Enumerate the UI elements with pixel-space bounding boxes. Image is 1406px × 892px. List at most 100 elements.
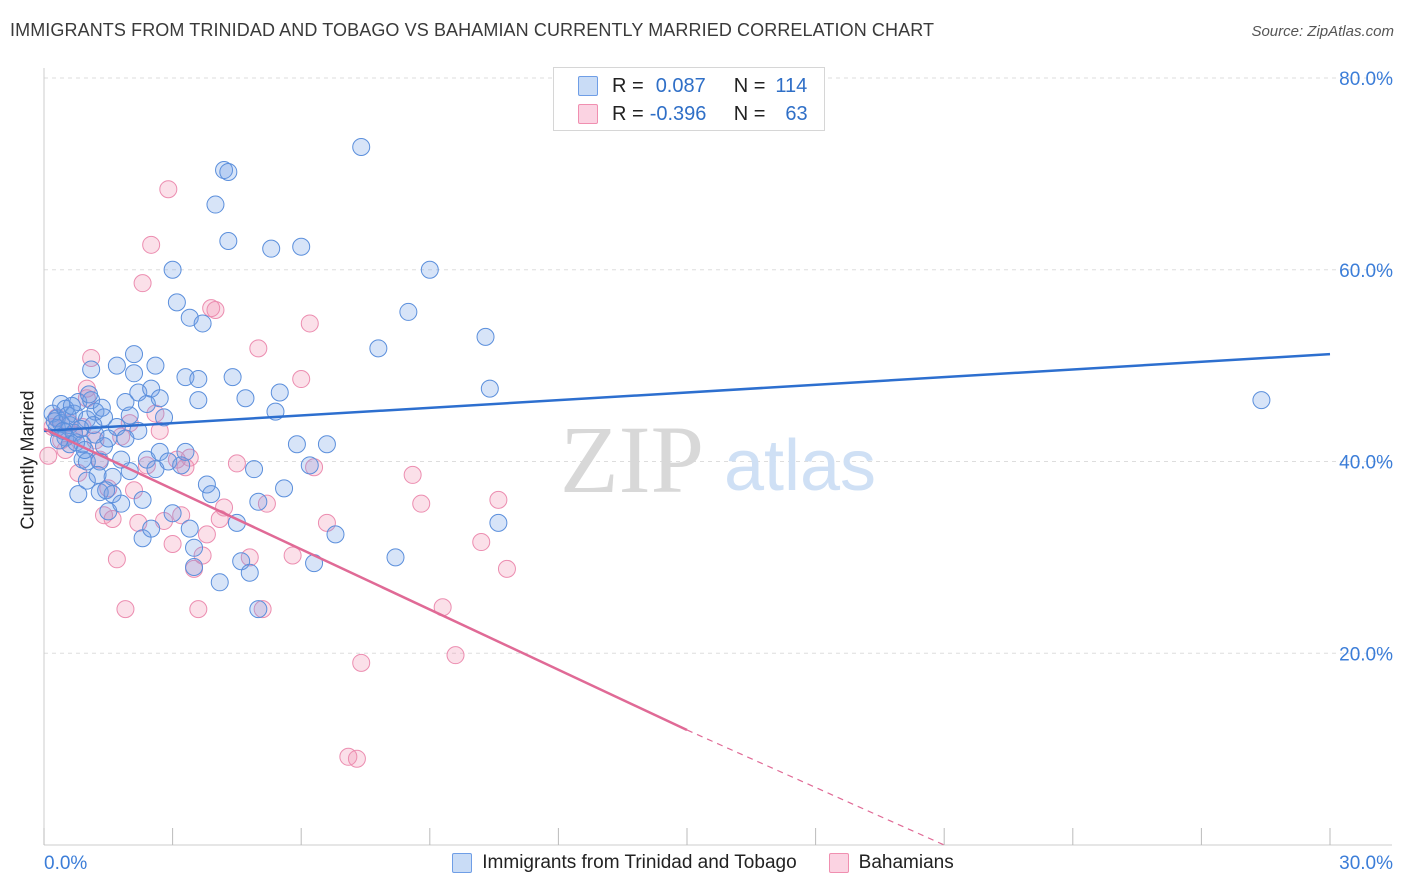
data-point-trinidad-tobago — [189, 391, 208, 410]
data-point-trinidad-tobago — [249, 600, 268, 619]
data-point-trinidad-tobago — [317, 435, 336, 454]
data-point-trinidad-tobago — [223, 368, 242, 387]
data-point-trinidad-tobago — [167, 293, 186, 312]
data-point-trinidad-tobago — [120, 406, 139, 425]
data-point-trinidad-tobago — [163, 504, 182, 523]
data-point-trinidad-tobago — [480, 379, 499, 398]
data-point-trinidad-tobago — [369, 339, 388, 358]
legend-swatch-pink — [578, 104, 598, 124]
data-point-trinidad-tobago — [62, 396, 81, 415]
legend-n-label: N = — [733, 102, 766, 125]
data-point-trinidad-tobago — [197, 475, 216, 494]
data-point-trinidad-tobago — [88, 465, 107, 484]
data-point-bahamians — [227, 454, 246, 473]
watermark: ZIP atlas — [560, 406, 876, 513]
legend-row-pink: R = -0.396 N = 63 — [578, 101, 808, 127]
data-point-bahamians — [253, 600, 272, 619]
data-point-bahamians — [133, 274, 152, 293]
legend-item-bahamians: Bahamians — [828, 852, 954, 874]
series-legend: Immigrants from Trinidad and Tobago Baha… — [0, 852, 1406, 874]
data-point-bahamians — [446, 646, 465, 665]
data-point-trinidad-tobago — [180, 519, 199, 538]
data-point-trinidad-tobago — [116, 393, 135, 412]
trend-lines — [43, 352, 1331, 846]
data-point-trinidad-tobago — [163, 260, 182, 279]
data-point-trinidad-tobago — [386, 548, 405, 567]
data-point-trinidad-tobago — [352, 138, 371, 157]
data-point-bahamians — [497, 559, 516, 578]
data-point-trinidad-tobago — [150, 389, 169, 408]
legend-swatch-blue — [578, 76, 598, 96]
data-point-trinidad-tobago — [236, 389, 255, 408]
data-point-trinidad-tobago — [92, 398, 111, 417]
data-point-trinidad-tobago — [176, 442, 195, 461]
data-point-trinidad-tobago — [326, 525, 345, 544]
data-point-trinidad-tobago — [189, 370, 208, 389]
data-point-trinidad-tobago — [262, 239, 281, 258]
data-point-trinidad-tobago — [245, 460, 264, 479]
data-point-trinidad-tobago — [399, 302, 418, 321]
data-point-bahamians — [197, 525, 216, 544]
data-point-trinidad-tobago — [82, 360, 101, 379]
data-point-bahamians — [489, 490, 508, 509]
series-trinidad-tobago — [43, 138, 1271, 619]
data-point-trinidad-tobago — [107, 356, 126, 375]
data-point-bahamians — [347, 749, 366, 768]
watermark-atlas: atlas — [724, 426, 876, 506]
legend-item-trinidad-tobago: Immigrants from Trinidad and Tobago — [452, 852, 797, 874]
data-point-bahamians — [107, 550, 126, 569]
x-tick-label: 0.0% — [44, 853, 87, 874]
legend-swatch-pink — [828, 853, 849, 873]
data-point-trinidad-tobago — [172, 456, 191, 475]
axes — [43, 68, 1392, 846]
gridlines — [44, 77, 1392, 654]
y-tick-label: 60.0% — [1339, 261, 1393, 282]
data-point-trinidad-tobago — [84, 416, 103, 435]
data-point-bahamians — [159, 180, 178, 199]
legend-r-value: 0.087 — [655, 74, 706, 97]
data-point-trinidad-tobago — [240, 563, 259, 582]
data-point-bahamians — [472, 533, 491, 552]
data-point-trinidad-tobago — [476, 327, 495, 346]
data-point-trinidad-tobago — [58, 406, 77, 425]
data-point-bahamians — [39, 446, 58, 465]
legend-label: Immigrants from Trinidad and Tobago — [482, 852, 797, 873]
data-point-trinidad-tobago — [202, 485, 221, 504]
data-point-bahamians — [300, 314, 319, 333]
stats-legend: R = 0.087 N = 114 R = -0.396 N = 63 — [553, 67, 825, 131]
data-point-bahamians — [142, 235, 161, 254]
y-tick-label: 20.0% — [1339, 644, 1393, 665]
data-point-trinidad-tobago — [1252, 391, 1271, 410]
data-point-bahamians — [163, 534, 182, 553]
source-label: Source: ZipAtlas.com — [1251, 23, 1394, 40]
data-point-bahamians — [116, 600, 135, 619]
data-point-trinidad-tobago — [185, 557, 204, 576]
data-point-bahamians — [150, 421, 169, 440]
data-point-trinidad-tobago — [206, 195, 225, 214]
data-point-trinidad-tobago — [69, 485, 88, 504]
data-point-trinidad-tobago — [155, 408, 174, 427]
data-point-trinidad-tobago — [146, 356, 165, 375]
data-point-bahamians — [283, 546, 302, 565]
data-point-bahamians — [189, 600, 208, 619]
chart-title: IMMIGRANTS FROM TRINIDAD AND TOBAGO VS B… — [10, 20, 935, 40]
data-point-trinidad-tobago — [292, 237, 311, 256]
data-point-trinidad-tobago — [80, 385, 99, 404]
legend-r-value: -0.396 — [649, 102, 707, 125]
y-tick-label: 80.0% — [1339, 69, 1393, 90]
data-point-trinidad-tobago — [420, 260, 439, 279]
data-point-trinidad-tobago — [193, 314, 212, 333]
data-point-trinidad-tobago — [185, 538, 204, 557]
data-point-trinidad-tobago — [300, 456, 319, 475]
legend-n-value: 63 — [785, 102, 808, 125]
legend-n-label: N = — [733, 74, 766, 97]
data-point-trinidad-tobago — [77, 452, 96, 471]
data-point-trinidad-tobago — [249, 492, 268, 511]
data-point-bahamians — [292, 370, 311, 389]
data-point-trinidad-tobago — [125, 345, 144, 364]
data-point-bahamians — [403, 465, 422, 484]
trend-line-trinidad-tobago — [43, 352, 1331, 433]
watermark-zip: ZIP — [560, 406, 704, 513]
data-point-trinidad-tobago — [77, 471, 96, 490]
